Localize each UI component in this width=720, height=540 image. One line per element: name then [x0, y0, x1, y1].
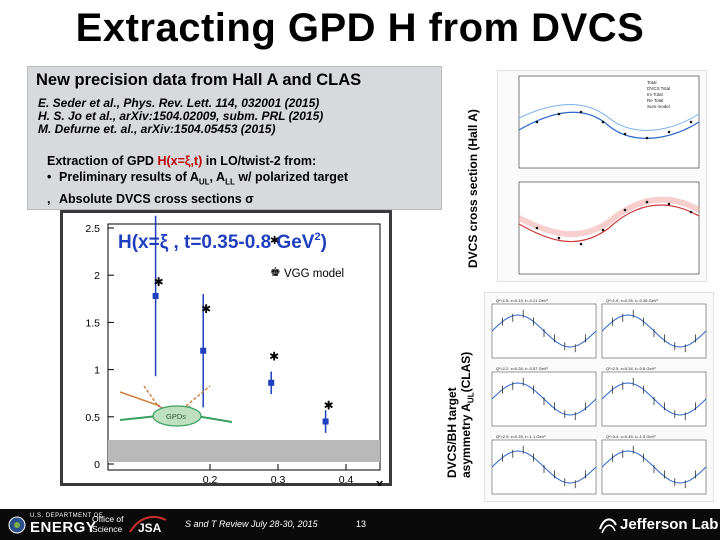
svg-text:DVCS Total: DVCS Total [647, 86, 670, 91]
y-tick-label: 1.5 [85, 317, 100, 329]
vgg-model-point: ✱ [201, 302, 211, 316]
reference-3: M. Defurne et. al., arXiv:1504.05453 (20… [38, 122, 276, 136]
hall-a-cross-section-panel: Total DVCS Total Im Total Re Total Sum m… [497, 70, 707, 282]
vgg-model-point: ✱ [324, 398, 334, 412]
doe-seal-icon [8, 516, 26, 534]
svg-text:Re Total: Re Total [647, 98, 663, 103]
side-label-hall-a: DVCS cross section (Hall A) [466, 109, 480, 268]
footer-bar: U.S. DEPARTMENT OF ENERGY Office of Scie… [0, 509, 720, 540]
doe-wordmark: U.S. DEPARTMENT OF ENERGY [30, 513, 104, 536]
side-label-clas: DVCS/BH target asymmetry AUL(CLAS) [445, 351, 476, 478]
gpd-diagram-inset: GPDs [119, 385, 233, 427]
x-tick-label: 0.2 [203, 474, 218, 486]
vgg-model-point: ✱ [154, 275, 164, 289]
data-point [200, 347, 207, 354]
references: E. Seder et al., Phys. Rev. Lett. 114, 0… [38, 97, 323, 136]
svg-text:GPDs: GPDs [166, 412, 186, 421]
clas-subplot-header: Q²=2.5, x=0.34, t=-0.8 GeV² [606, 366, 656, 371]
jefferson-lab-wordmark: Jefferson Lab [620, 516, 719, 533]
box-heading: New precision data from Hall A and CLAS [36, 71, 362, 89]
x-axis-label: x [376, 476, 384, 486]
gpd-h-chart: 0 0.5 1 1.5 2 2.5 0.2 0.3 0.4 ✱ ✱ ✱ ✱ H(x=ξ , t=0.3… [60, 210, 392, 486]
legend-marker-icon: ♚ [270, 265, 281, 279]
data-point [268, 379, 275, 386]
clas-subplot-header: Q²=1.9, x=0.25, t=-0.35 GeV² [606, 298, 659, 303]
y-tick-label: 2.5 [85, 223, 100, 235]
extraction-bullet-2: , Absolute DVCS cross sections σ [47, 191, 254, 206]
clas-subplot-header: Q²=1.5, x=0.19, t=-0.21 GeV² [496, 298, 549, 303]
page-number: 13 [356, 519, 367, 529]
legend-vgg-model: VGG model [284, 268, 344, 280]
reference-1: E. Seder et al., Phys. Rev. Lett. 114, 0… [38, 96, 320, 110]
y-tick-label: 0 [94, 459, 100, 471]
model-band [108, 440, 380, 462]
jsa-logo-icon: JSA [129, 515, 167, 535]
vgg-model-point: ✱ [269, 349, 279, 363]
y-tick-label: 0.5 [85, 412, 100, 424]
reference-2: H. S. Jo et al., arXiv:1504.02009, subm.… [38, 109, 324, 123]
extraction-lead: Extraction of GPD H(x=ξ,t) in LO/twist-2… [47, 154, 317, 168]
svg-text:Sum model: Sum model [647, 104, 670, 109]
data-point [322, 418, 329, 425]
extraction-text: Extraction of GPD H(x=ξ,t) in LO/twist-2… [47, 153, 348, 207]
data-point [152, 292, 159, 299]
clas-subplot-header: Q²=3.4, x=0.45, t=-1.5 GeV² [606, 434, 656, 439]
clas-asymmetry-panel: Q²=1.5, x=0.19, t=-0.21 GeV² Q²=1.9, x=0.… [484, 292, 714, 502]
x-tick-label: 0.3 [271, 474, 286, 486]
clas-subplot-header: Q²=2.9, x=0.39, t=-1.1 GeV² [496, 434, 546, 439]
y-tick-label: 1 [94, 365, 100, 377]
svg-text:Im Total: Im Total [647, 92, 663, 97]
extraction-bullet-1: • Preliminary results of AUL, ALL w/ pola… [47, 170, 349, 187]
y-tick-label: 2 [94, 270, 100, 282]
clas-subplot-header: Q²=2.2, x=0.28, t=-0.57 GeV² [496, 366, 549, 371]
slide-title: Extracting GPD H from DVCS [75, 6, 645, 50]
svg-text:Total: Total [647, 80, 657, 85]
x-tick-label: 0.4 [339, 474, 354, 486]
svg-text:JSA: JSA [138, 521, 162, 535]
office-of-science: Office of Science [92, 514, 124, 534]
legend-star-icon: ✱ [270, 235, 279, 247]
jefferson-lab-logo-icon [599, 518, 617, 534]
info-box: New precision data from Hall A and CLAS … [27, 66, 442, 210]
footer-meeting-text: S and T Review July 28-30, 2015 [185, 519, 318, 529]
plot-title: H(x=ξ , t=0.35-0.8 GeV2) [118, 231, 327, 253]
